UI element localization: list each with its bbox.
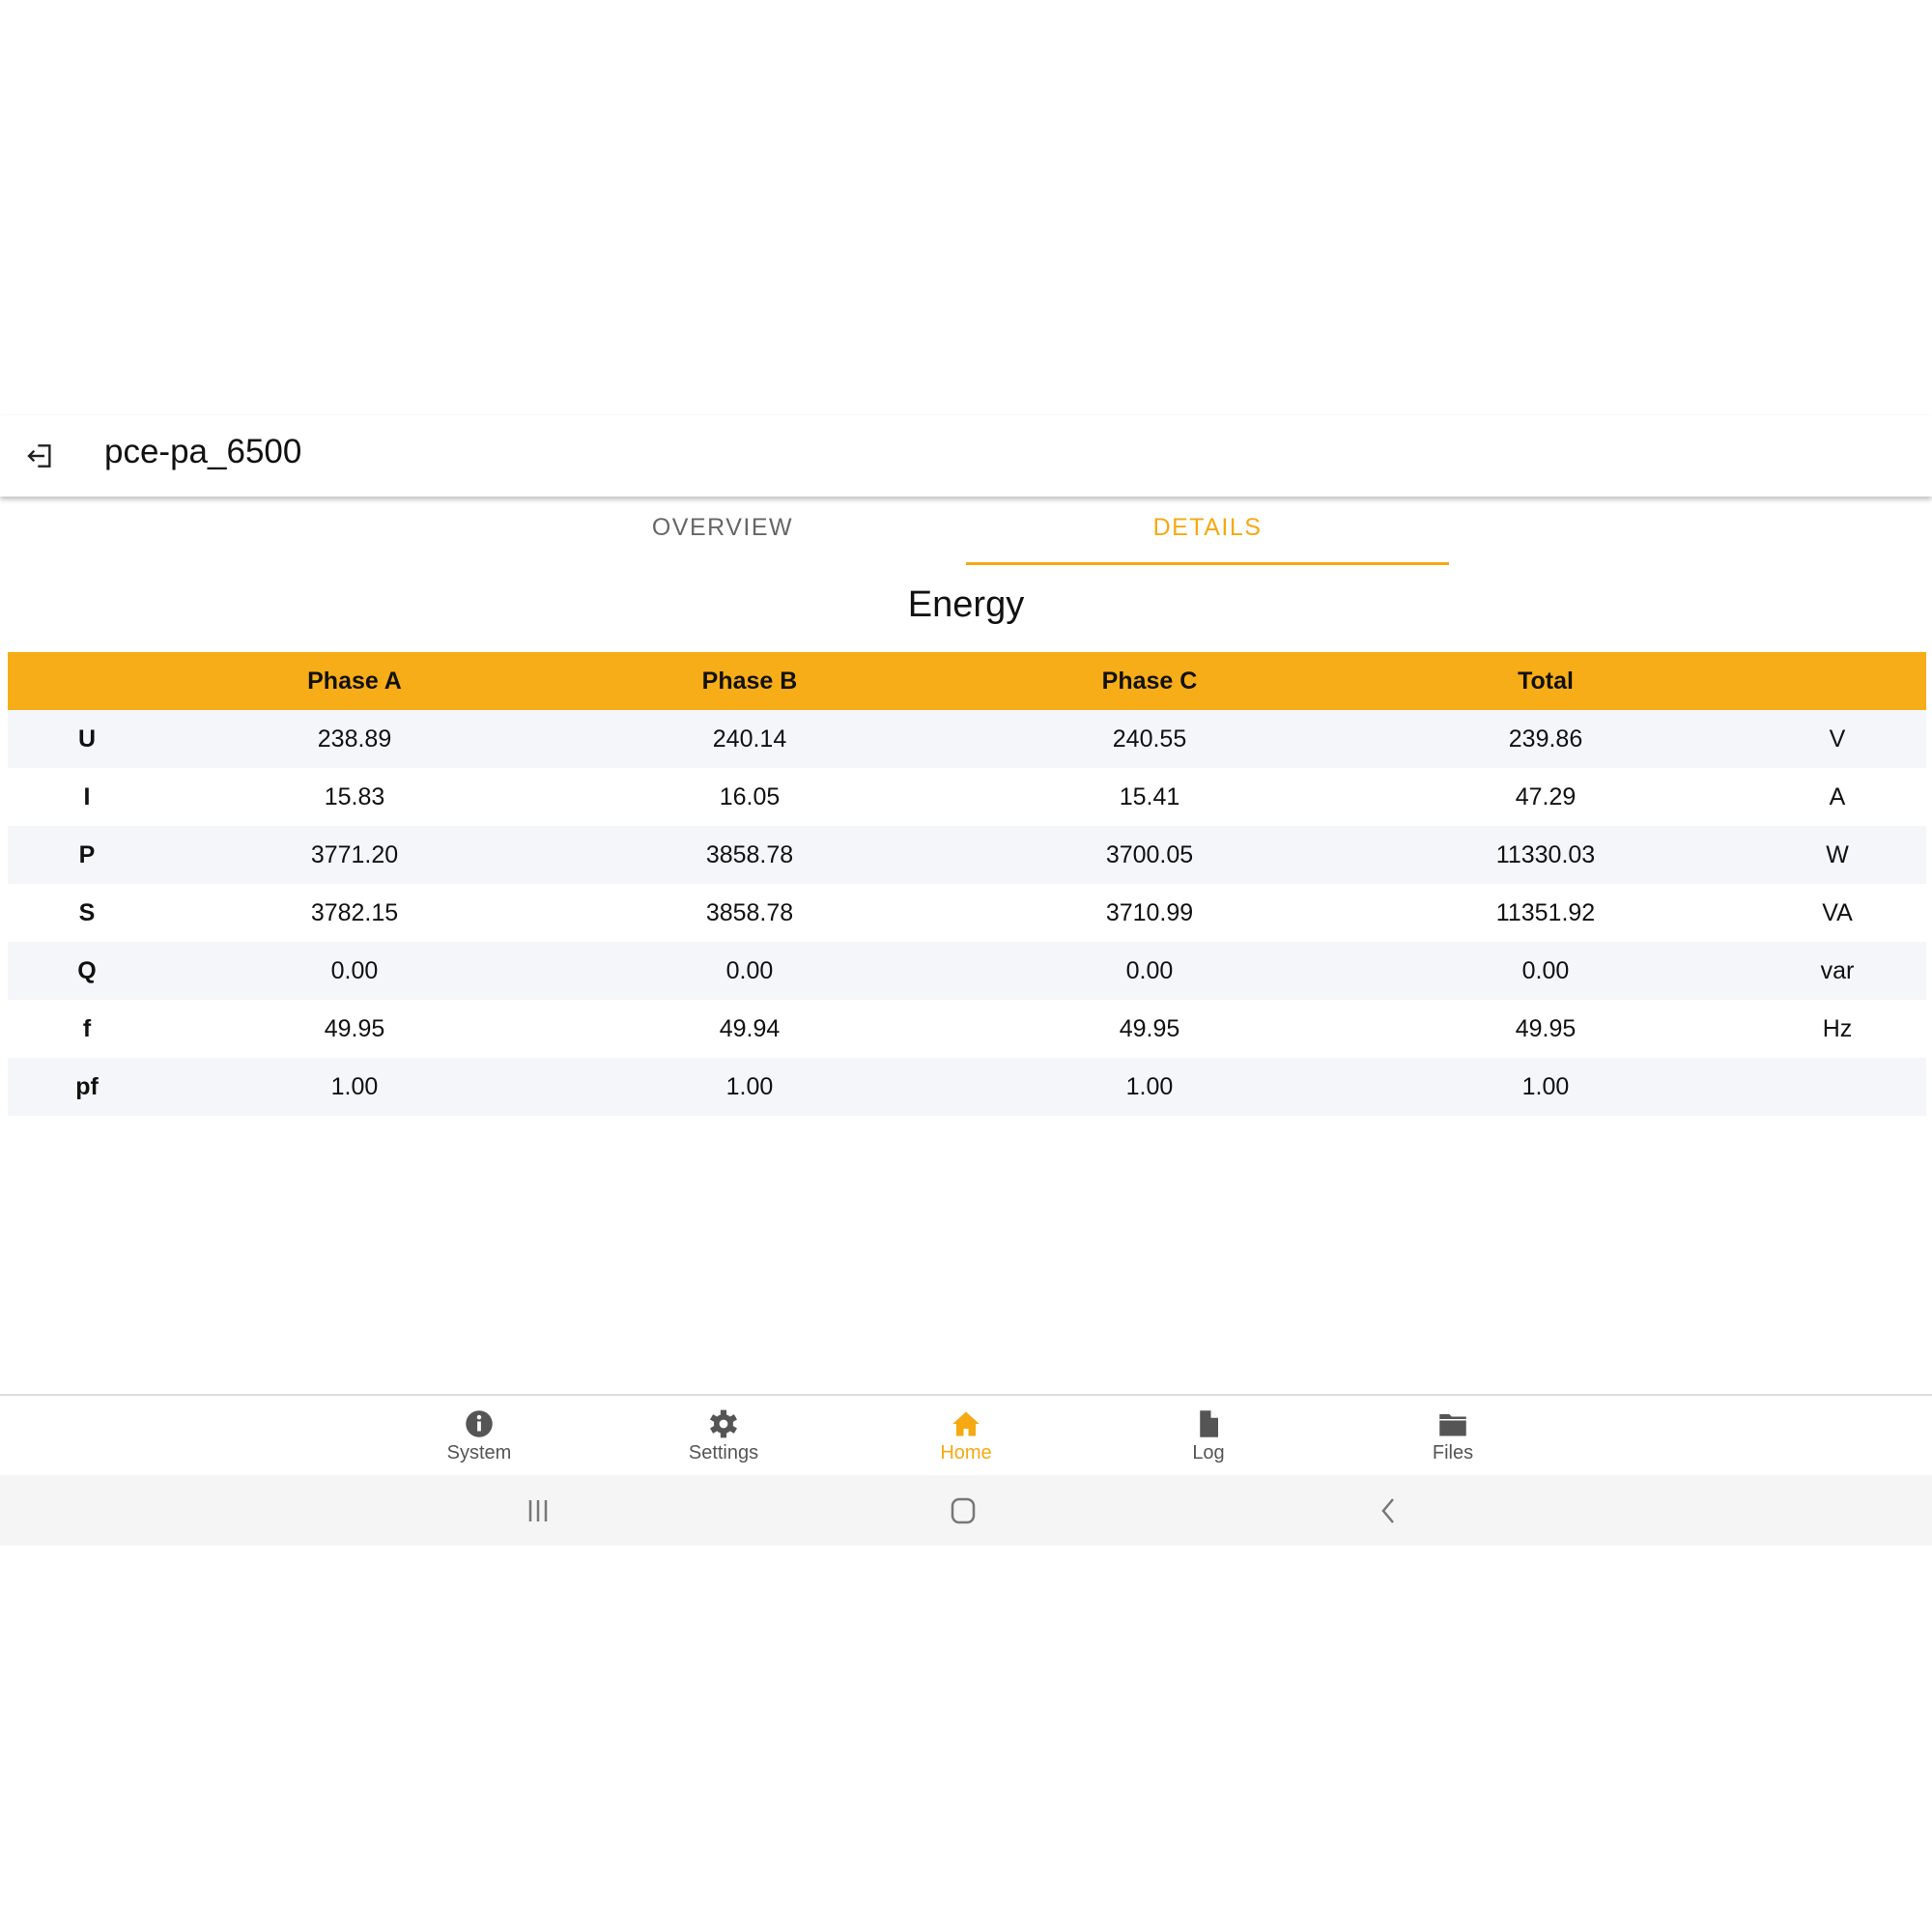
exit-icon[interactable] — [25, 440, 56, 471]
nav-files[interactable]: Files — [1376, 1409, 1530, 1464]
row-label: U — [8, 710, 166, 768]
page-title: pce-pa_6500 — [104, 433, 302, 470]
value-cell: 240.55 — [956, 710, 1343, 768]
value-cell: 0.00 — [166, 942, 543, 1000]
back-icon[interactable] — [1369, 1494, 1407, 1527]
value-cell: 49.94 — [719, 1014, 781, 1042]
unit-cell: VA — [1822, 898, 1853, 926]
value-cell: 0.00 — [543, 942, 956, 1000]
value-cell: 16.05 — [719, 782, 781, 810]
row-label: S — [78, 898, 96, 926]
folder-icon — [1439, 1414, 1466, 1436]
column-header — [8, 652, 166, 710]
table-row: S 3782.15 3858.78 3710.99 11351.92 VA — [8, 884, 1926, 942]
nav-home[interactable]: Home — [889, 1409, 1043, 1464]
energy-table: Phase A Phase B Phase C Total U 238.89 240.14… — [8, 652, 1926, 1116]
row-label: f — [82, 1014, 92, 1042]
row-label: P — [8, 826, 166, 884]
table-row: Q 0.00 0.00 0.00 0.00 var — [8, 942, 1926, 1000]
table-row: I 15.83 16.05 15.41 47.29 A — [8, 768, 1926, 826]
nav-label: Home — [940, 1442, 992, 1463]
unit-cell: W — [1748, 826, 1926, 884]
app-bar: pce-pa_6500 — [0, 415, 1932, 497]
gear-icon — [709, 1409, 738, 1438]
row-label: Q — [8, 942, 166, 1000]
table-row: f 49.95 49.94 49.95 49.95 Hz — [8, 1000, 1926, 1058]
value-cell: 49.95 — [324, 1014, 385, 1042]
nav-log[interactable]: Log — [1131, 1409, 1286, 1464]
table-row: pf 1.00 1.00 1.00 1.00 — [8, 1058, 1926, 1116]
value-cell: 3782.15 — [310, 898, 399, 926]
value-cell: 49.95 — [1515, 1014, 1577, 1042]
file-icon — [1200, 1410, 1218, 1437]
row-label: I — [83, 782, 91, 810]
info-icon — [466, 1410, 493, 1437]
unit-cell: A — [1829, 782, 1846, 810]
value-cell: 238.89 — [166, 710, 543, 768]
table-header: Phase A Phase B Phase C Total — [8, 652, 1926, 710]
value-cell: 3858.78 — [705, 898, 794, 926]
value-cell: 3858.78 — [543, 826, 956, 884]
value-cell: 0.00 — [1343, 942, 1748, 1000]
column-header: Total — [1343, 652, 1748, 710]
value-cell: 1.00 — [1343, 1058, 1748, 1116]
value-cell: 240.14 — [543, 710, 956, 768]
home-icon — [952, 1411, 980, 1436]
home-button-icon[interactable] — [944, 1494, 982, 1527]
value-cell: 15.83 — [324, 782, 385, 810]
value-cell: 3710.99 — [1105, 898, 1194, 926]
unit-cell: Hz — [1822, 1014, 1853, 1042]
value-cell: 49.95 — [1119, 1014, 1180, 1042]
unit-cell: var — [1748, 942, 1926, 1000]
column-header — [1748, 652, 1926, 710]
value-cell: 47.29 — [1515, 782, 1577, 810]
section-title: Energy — [907, 584, 1025, 625]
tab-details[interactable]: DETAILS — [966, 514, 1449, 565]
nav-label: Settings — [688, 1442, 759, 1463]
value-cell: 0.00 — [956, 942, 1343, 1000]
column-header: Phase C — [956, 652, 1343, 710]
value-cell: 11351.92 — [1495, 898, 1596, 926]
value-cell: 11330.03 — [1343, 826, 1748, 884]
nav-label: System — [446, 1442, 512, 1463]
value-cell: 15.41 — [1119, 782, 1180, 810]
value-cell: 239.86 — [1343, 710, 1748, 768]
value-cell: 3771.20 — [166, 826, 543, 884]
row-label: pf — [8, 1058, 166, 1116]
table-row: P 3771.20 3858.78 3700.05 11330.03 W — [8, 826, 1926, 884]
column-header: Phase A — [166, 652, 543, 710]
tab-bar: OVERVIEW DETAILS — [0, 497, 1932, 566]
column-header: Phase B — [543, 652, 956, 710]
value-cell: 3700.05 — [956, 826, 1343, 884]
nav-label: Log — [1192, 1442, 1225, 1463]
nav-label: Files — [1432, 1442, 1474, 1463]
recent-apps-icon[interactable] — [519, 1494, 557, 1527]
table-row: U 238.89 240.14 240.55 239.86 V — [8, 710, 1926, 768]
nav-settings[interactable]: Settings — [646, 1409, 801, 1464]
nav-system[interactable]: System — [402, 1409, 556, 1464]
system-nav-bar — [0, 1475, 1932, 1546]
value-cell: 1.00 — [166, 1058, 543, 1116]
unit-cell: V — [1748, 710, 1926, 768]
unit-cell — [1748, 1058, 1926, 1116]
value-cell: 1.00 — [543, 1058, 956, 1116]
bottom-nav: System Settings Home Log Files — [0, 1394, 1932, 1475]
value-cell: 1.00 — [956, 1058, 1343, 1116]
tab-overview[interactable]: OVERVIEW — [651, 514, 794, 541]
